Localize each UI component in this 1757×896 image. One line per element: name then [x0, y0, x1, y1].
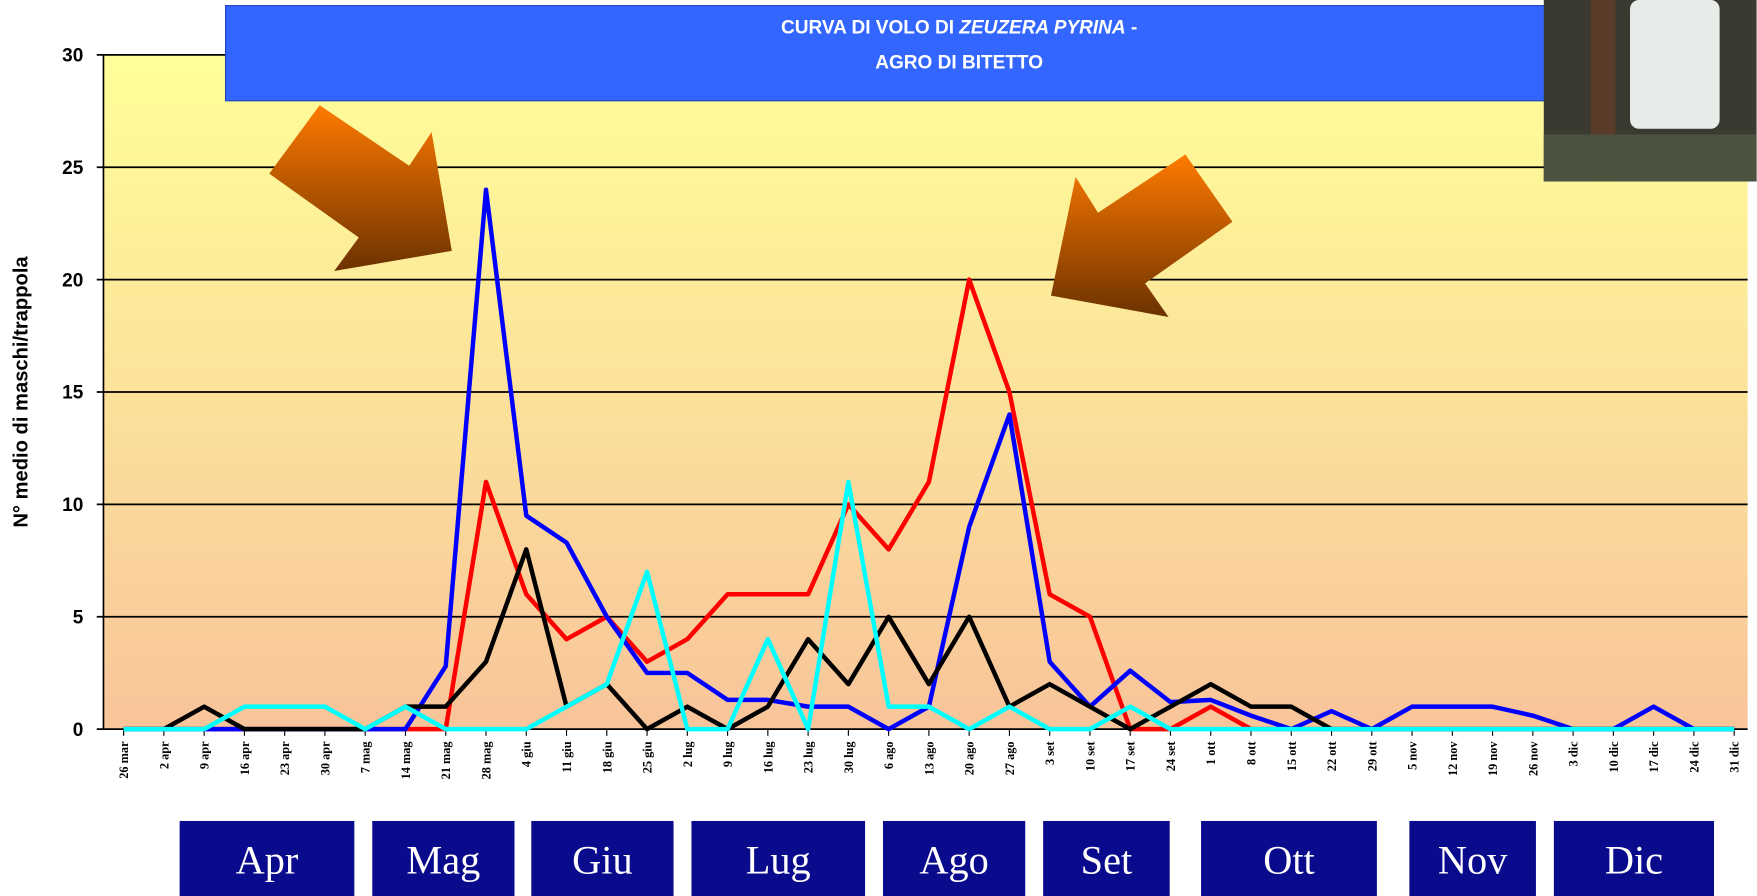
- title-species: ZEUZERA PYRINA: [958, 18, 1125, 39]
- page: {"chart_data": {"type": "line", "title":…: [0, 0, 1757, 896]
- x-tick-label: 14 mag: [399, 741, 413, 780]
- x-tick-label: 28 mag: [479, 741, 493, 780]
- x-tick-label: 10 set: [1083, 741, 1097, 772]
- x-tick-label: 11 giu: [560, 741, 574, 772]
- y-axis-label: N° medio di maschi/trappola: [10, 256, 32, 528]
- y-tick-label: 20: [62, 270, 83, 291]
- month-label: Ago: [919, 838, 988, 883]
- x-tick-label: 1 ott: [1204, 741, 1218, 765]
- x-tick-label: 5 nov: [1406, 741, 1420, 770]
- x-tick-label: 13 ago: [922, 741, 936, 775]
- y-tick-label: 0: [73, 720, 84, 741]
- x-tick-label: 30 apr: [318, 741, 332, 775]
- x-tick-label: 23 apr: [278, 741, 292, 775]
- x-tick-label: 24 dic: [1687, 741, 1701, 773]
- month-label: Nov: [1438, 838, 1508, 883]
- chart: CURVA DI VOLO DI ZEUZERA PYRINA - AGRO D…: [0, 0, 1757, 896]
- x-tick-label: 27 ago: [1003, 741, 1017, 775]
- x-tick-label: 9 lug: [721, 741, 735, 768]
- y-tick-label: 15: [62, 383, 84, 404]
- x-tick-label: 3 dic: [1567, 741, 1581, 767]
- y-tick-label: 5: [73, 607, 84, 628]
- x-tick-label: 19 nov: [1486, 741, 1500, 776]
- y-tick-label: 30: [62, 46, 83, 67]
- x-tick-label: 2 apr: [157, 741, 171, 769]
- x-tick-label: 23 lug: [802, 741, 816, 774]
- x-tick-label: 7 mag: [359, 741, 373, 774]
- x-tick-label: 24 set: [1164, 741, 1178, 772]
- x-tick-label: 8 ott: [1244, 741, 1258, 765]
- x-tick-label: 22 ott: [1325, 741, 1339, 772]
- month-label: Apr: [236, 838, 299, 883]
- x-tick-label: 26 nov: [1526, 741, 1540, 776]
- month-label: Ott: [1263, 838, 1315, 883]
- x-tick-label: 30 lug: [842, 741, 856, 774]
- x-tick-label: 18 giu: [600, 741, 614, 773]
- x-tick-label: 17 dic: [1647, 741, 1661, 773]
- month-label: Mag: [406, 838, 480, 883]
- x-tick-label: 17 set: [1124, 741, 1138, 772]
- x-tick-label: 6 ago: [882, 741, 896, 769]
- x-tick-label: 31 dic: [1728, 741, 1742, 773]
- x-tick-label: 16 apr: [238, 741, 252, 775]
- chart-title: CURVA DI VOLO DI ZEUZERA PYRINA -: [781, 18, 1137, 39]
- y-tick-label: 25: [62, 158, 84, 179]
- x-tick-label: 2 lug: [681, 741, 695, 768]
- x-tick-label: 25 giu: [641, 741, 655, 773]
- month-label: Giu: [572, 838, 632, 883]
- y-tick-label: 10: [62, 495, 83, 516]
- x-tick-label: 26 mar: [117, 741, 131, 779]
- title-text: -: [1131, 18, 1137, 39]
- x-tick-label: 29 ott: [1365, 741, 1379, 772]
- x-tick-label: 21 mag: [439, 741, 453, 780]
- chart-subtitle: AGRO DI BITETTO: [875, 52, 1043, 73]
- x-tick-label: 10 dic: [1607, 741, 1621, 773]
- month-label: Dic: [1605, 838, 1663, 883]
- x-tick-label: 9 apr: [198, 741, 212, 769]
- x-tick-label: 12 nov: [1446, 741, 1460, 776]
- x-tick-label: 15 ott: [1285, 741, 1299, 772]
- month-label: Lug: [746, 838, 811, 883]
- x-tick-label: 3 set: [1043, 741, 1057, 765]
- title-text: CURVA DI VOLO DI: [781, 18, 954, 39]
- month-label: Set: [1081, 838, 1133, 883]
- x-tick-label: 4 giu: [520, 741, 534, 767]
- x-tick-label: 20 ago: [963, 741, 977, 775]
- photo: [1544, 0, 1757, 181]
- x-tick-label: 16 lug: [761, 741, 775, 774]
